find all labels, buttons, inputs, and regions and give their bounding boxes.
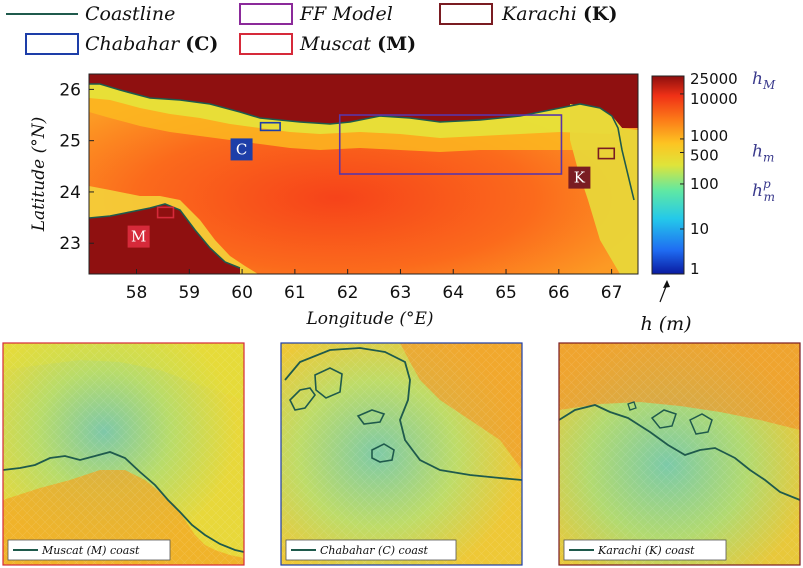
legend-ff-model-box [239, 3, 293, 25]
colorbar-tick-label: 25000 [690, 70, 738, 88]
x-tick-label: 59 [178, 283, 200, 303]
panel-karachi-legend-box [563, 539, 727, 561]
colorbar-arrow-head [663, 280, 670, 288]
legend-karachi-box [439, 3, 493, 25]
panel-chabahar-legend-box [285, 539, 457, 561]
legend-chabahar-label: Chabahar (C) [85, 33, 218, 55]
legend-muscat-label: Muscat (M) [299, 33, 416, 55]
colorbar-tick-label: 1000 [690, 127, 728, 145]
panel-muscat-coastline [2, 451, 245, 553]
legend-karachi-label: Karachi (K) [501, 3, 617, 25]
x-tick-label: 66 [548, 283, 570, 303]
panel-chabahar-island-3 [356, 409, 386, 425]
colorbar-tick-label: 1 [690, 260, 700, 278]
x-tick-label: 63 [390, 283, 412, 303]
legend-coastline-label: Coastline [85, 3, 175, 25]
colorbar-label: h (m) [640, 313, 691, 335]
region-marker-label-chabahar: C [236, 140, 247, 158]
legend: Coastline FF Model Karachi (K) Chabahar … [6, 3, 617, 55]
panel-karachi-coastline [558, 404, 801, 501]
colorbar-tick-label: 10000 [690, 90, 738, 108]
panel-chabahar-island-4 [371, 443, 395, 463]
panel-chabahar: Chabahar (C) coast [280, 342, 523, 566]
panel-chabahar-border [280, 342, 523, 566]
x-tick-label: 67 [601, 283, 623, 303]
y-axis-label: Latitude (°N) [29, 117, 49, 232]
region-boxes: C K M [127, 114, 616, 248]
panel-karachi-island-2 [689, 413, 713, 435]
panel-karachi: Karachi (K) coast [558, 342, 801, 566]
panel-muscat-border [2, 342, 245, 566]
x-ticks: 58 59 60 61 62 63 64 65 66 67 [126, 269, 623, 303]
panel-karachi-island-3 [627, 401, 637, 411]
x-tick-label: 58 [126, 283, 148, 303]
legend-chabahar-box [25, 33, 79, 55]
y-ticks: 26 25 24 23 [59, 80, 94, 254]
x-tick-label: 64 [442, 283, 464, 303]
panel-muscat-legend-box [7, 539, 171, 561]
legend-muscat-box [239, 33, 293, 55]
panel-muscat: Muscat (M) coast [2, 342, 245, 566]
panel-chabahar-mesh [281, 343, 522, 565]
panel-chabahar-island-2 [314, 367, 343, 399]
x-tick-label: 60 [231, 283, 253, 303]
x-tick-label: 62 [337, 283, 359, 303]
panel-muscat-mesh [3, 343, 244, 565]
region-marker-label-muscat: M [131, 228, 146, 246]
region-marker-chabahar [230, 138, 253, 161]
main-map: C K M 58 59 60 61 62 63 64 65 66 67 26 25 24 23 Longit… [29, 73, 639, 329]
panel-karachi-border [558, 342, 801, 566]
panel-chabahar-island-1 [289, 387, 316, 411]
region-marker-label-karachi: K [574, 169, 586, 187]
coastal-yellow-north [89, 84, 622, 138]
region-box-chabahar [259, 121, 281, 132]
panel-karachi-island-1 [650, 409, 677, 429]
region-box-ff-model [338, 114, 563, 175]
y-tick-label: 23 [59, 234, 81, 254]
colorbar-annotation: hm [752, 141, 774, 164]
x-tick-label: 65 [495, 283, 517, 303]
coastal-band-south [89, 186, 258, 274]
colorbar-annotations: hM hm hp m [752, 69, 776, 204]
region-marker-muscat [127, 225, 150, 248]
y-tick-label: 26 [59, 80, 81, 100]
panel-karachi-legend-label: Karachi (K) coast [597, 544, 695, 557]
land-south [89, 204, 240, 274]
region-box-muscat [156, 206, 175, 219]
coastline-north [89, 83, 635, 201]
colorbar-annotation: hp m [752, 177, 775, 204]
colorbar-tick-label: 500 [690, 146, 719, 164]
x-tick-label: 61 [284, 283, 306, 303]
panel-muscat-legend-label: Muscat (M) coast [41, 544, 140, 557]
map-frame [88, 73, 639, 275]
y-tick-label: 25 [59, 132, 81, 152]
region-box-karachi [597, 147, 616, 160]
region-marker-karachi [568, 166, 591, 189]
x-axis-label: Longitude (°E) [305, 309, 433, 329]
legend-ff-model-label: FF Model [299, 3, 393, 25]
y-tick-label: 24 [59, 183, 81, 203]
panel-chabahar-legend-label: Chabahar (C) coast [320, 544, 429, 557]
colorbar-annotation: hM [752, 69, 776, 92]
colorbar-tick-label: 100 [690, 175, 719, 193]
panel-karachi-mesh [559, 343, 800, 565]
colorbar-gradient [651, 75, 685, 275]
panel-chabahar-coastline [284, 347, 523, 481]
colorbar-tick-label: 10 [690, 220, 709, 238]
